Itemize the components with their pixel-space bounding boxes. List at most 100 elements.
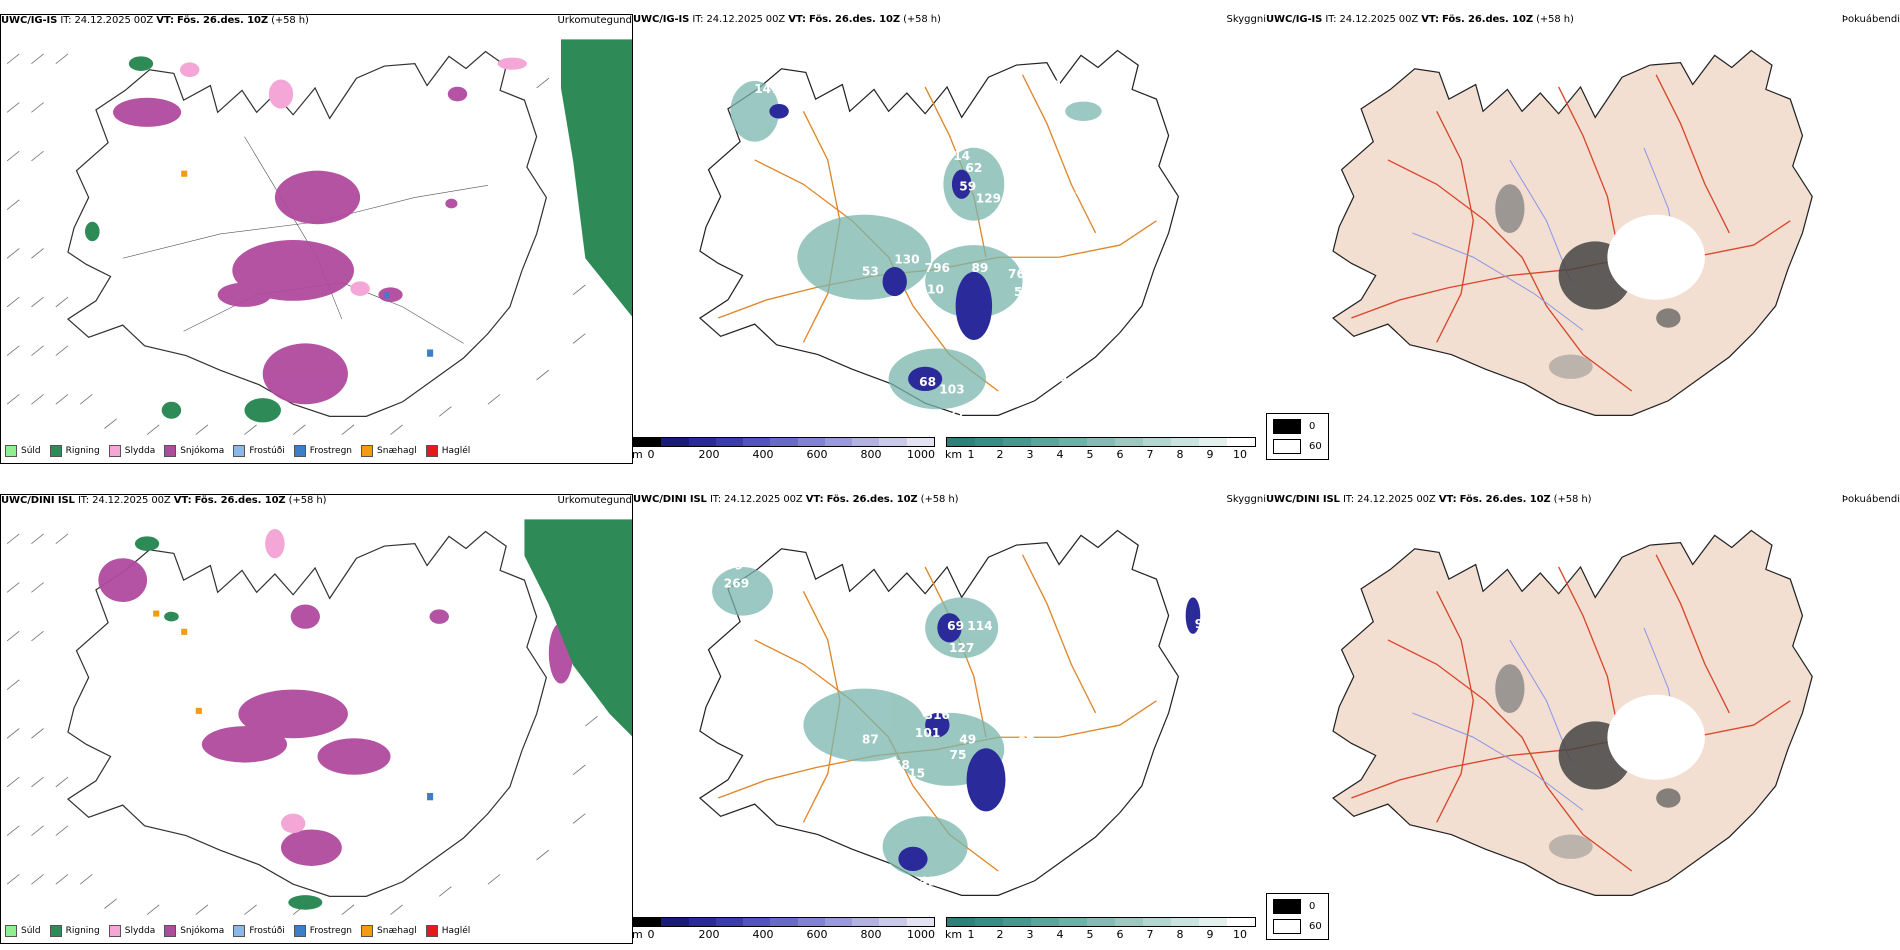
it-label: IT: — [60, 15, 72, 26]
cloudbase-value-label: 52 — [1014, 285, 1031, 299]
precip-legend: Súld Rigning Slydda Snjókoma Frostúði Fr… — [5, 925, 470, 937]
fog-panel-bottom: UWC/DINI ISL IT: 24.12.2025 00Z VT: Fös.… — [1266, 494, 1900, 944]
cloudbase-value-label: 87 — [1018, 735, 1035, 749]
legend-swatch — [108, 925, 121, 937]
cloudbase-value-label: 89 — [971, 261, 988, 275]
cloudbase-value-label: 69 — [947, 619, 964, 633]
cloudbase-value-label: 14 — [953, 149, 970, 163]
panel-title-fog: Þokuábendi — [1841, 14, 1900, 25]
cloudbase-value-label: 129 — [976, 192, 1001, 206]
fog-legend-row: 60 — [1273, 439, 1322, 454]
legend-item: Haglél — [425, 925, 470, 937]
cloudbase-value-label: 35 — [1075, 183, 1092, 197]
precip-map-bottom — [1, 495, 632, 943]
panel-title-fog: Þokuábendi — [1841, 494, 1900, 505]
cloudbase-value-label: 796 — [925, 261, 950, 275]
legend-item: Snjókoma — [164, 445, 224, 457]
fog-panel-top: UWC/IG-IS IT: 24.12.2025 00Z VT: Fös. 26… — [1266, 14, 1900, 464]
fog-swatch — [1273, 919, 1301, 934]
fog-legend: 0 60 — [1266, 413, 1329, 460]
precip-type-panel-top: UWC/IG-IS IT: 24.12.2025 00Z VT: Fös. 26… — [0, 14, 633, 464]
cloudbase-colorbar: m 0 200 400 600 800 1000 — [633, 437, 935, 461]
legend-swatch — [164, 445, 177, 457]
cloudbase-value-label: 15 — [908, 766, 925, 780]
legend-item: Frostregn — [293, 445, 352, 457]
fog-map-top — [1332, 49, 1813, 416]
legend-item: Snæhagl — [361, 445, 417, 457]
fog-swatch — [1273, 419, 1301, 434]
cloudbase-value-label: 41 — [919, 875, 936, 889]
cloudbase-value-label: 179 — [718, 558, 743, 572]
panel-header: UWC/DINI ISL IT: 24.12.2025 00Z VT: Fös.… — [633, 494, 959, 505]
legend-item: Snæhagl — [361, 925, 417, 937]
cloudbase-value-label: 147 — [754, 82, 779, 96]
cloud-panel-top: 940 147 45 943 14 62 59 129 11 796 130 89 53 110 79 76 5… — [633, 14, 1266, 464]
model-name: UWC/IG-IS — [633, 14, 690, 25]
legend-item: Rigning — [49, 925, 100, 937]
cloudbase-value-label: 110 — [919, 283, 944, 297]
legend-item: Slydda — [108, 445, 155, 457]
model-name: UWC/IG-IS — [1, 15, 58, 26]
legend-swatch — [425, 925, 438, 937]
legend-swatch — [425, 445, 438, 457]
cloudbase-value-label: 59 — [959, 179, 976, 193]
cloudbase-value-label: 31 — [1132, 814, 1149, 828]
panel-header: UWC/IG-IS IT: 24.12.2025 00Z VT: Fös. 26… — [1266, 14, 1574, 25]
cloudbase-colorbar: m 0 200 400 600 800 1000 — [633, 917, 935, 941]
cloudbase-value-label: 32 — [907, 413, 924, 427]
cloudbase-value-label: 130 — [894, 252, 919, 266]
cloudbase-value-label: 940 — [730, 58, 755, 72]
fog-map-bottom — [1332, 529, 1813, 896]
cloudbase-value-label: 105 — [852, 647, 877, 661]
it-value: 24.12.2025 00Z — [74, 15, 154, 26]
cloudbase-value-label: 33 — [1051, 370, 1068, 384]
cloudbase-value-label: 12 — [1026, 789, 1043, 803]
panel-title-cloud: Skyggni — [1226, 14, 1266, 25]
legend-swatch — [361, 445, 374, 457]
cloudbase-value-label: 12 — [1014, 322, 1031, 336]
panel-header: UWC/DINI ISL IT: 24.12.2025 00Z VT: Fös.… — [1, 495, 327, 506]
legend-item: Slydda — [108, 925, 155, 937]
cloudbase-swatches — [633, 437, 935, 447]
precip-type-panel-bottom: UWC/DINI ISL IT: 24.12.2025 00Z VT: Fös.… — [0, 494, 633, 944]
legend-item: Súld — [5, 925, 41, 937]
vt-label: VT: — [156, 15, 174, 26]
visibility-ticks: km 1 2 3 4 5 6 7 8 9 10 — [945, 928, 1247, 941]
cloudbase-value-label: 11 — [1051, 228, 1068, 242]
precip-legend: Súld Rigning Slydda Snjókoma Frostúði Fr… — [5, 445, 470, 457]
model-name: UWC/DINI ISL — [1266, 494, 1340, 505]
cloud-panel-bottom: 103 179 269 62 69 114 127 105 316 101 87 49 87 75 158 1… — [633, 494, 1266, 944]
model-name: UWC/DINI ISL — [1, 495, 75, 506]
legend-item: Snjókoma — [164, 925, 224, 937]
panel-title-cloud: Skyggni — [1226, 494, 1266, 505]
fog-legend-row: 0 — [1273, 419, 1322, 434]
precip-map-top — [1, 15, 632, 463]
fog-legend-row: 60 — [1273, 919, 1322, 934]
legend-swatch — [361, 925, 374, 937]
vt-value: Fös. 26.des. 10Z — [177, 15, 268, 26]
legend-swatch — [233, 445, 246, 457]
legend-swatch — [49, 925, 62, 937]
visibility-colorbar: km 1 2 3 4 5 6 7 8 9 10 — [945, 917, 1256, 941]
panel-title-precip: Úrkomutegund — [557, 15, 632, 26]
panel-title-precip: Úrkomutegund — [557, 495, 632, 506]
panel-header: UWC/IG-IS IT: 24.12.2025 00Z VT: Fös. 26… — [633, 14, 941, 25]
cloudbase-value-label: 943 — [1052, 78, 1077, 92]
legend-item: Frostregn — [293, 925, 352, 937]
cloudbase-value-label: 316 — [925, 708, 950, 722]
model-name: UWC/IG-IS — [1266, 14, 1323, 25]
cloudbase-value-label: 109 — [915, 900, 940, 914]
cloudbase-value-label: 72 — [933, 900, 950, 914]
cloudbase-value-label: 76 — [1008, 267, 1025, 281]
cloudbase-value-label: 77 — [948, 407, 965, 421]
cloudbase-value-label: 79 — [864, 301, 881, 315]
cloud-map-top — [699, 49, 1179, 416]
cloudbase-value-label: 49 — [959, 732, 976, 746]
legend-swatch — [49, 445, 62, 457]
legend-swatch — [293, 445, 306, 457]
cloudbase-value-label: 103 — [939, 382, 964, 396]
legend-swatch — [293, 925, 306, 937]
legend-swatch — [164, 925, 177, 937]
